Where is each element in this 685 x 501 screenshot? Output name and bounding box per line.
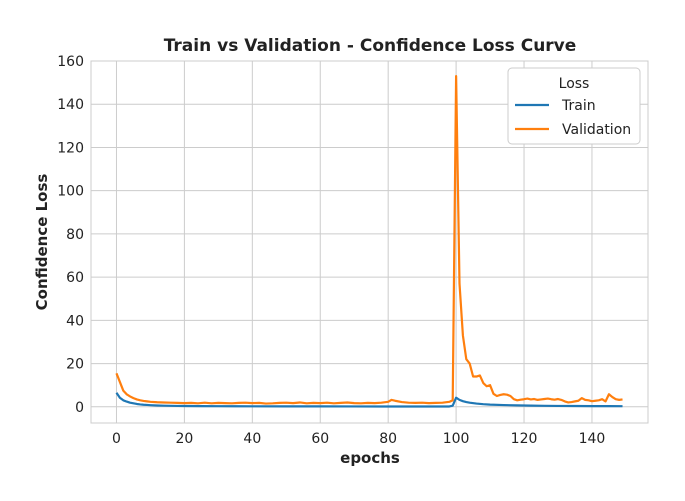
legend: Loss Train Validation (507, 67, 641, 145)
x-tick-label: 80 (379, 431, 397, 447)
y-tick-label: 40 (66, 313, 84, 329)
x-tick-label: 140 (579, 431, 606, 447)
legend-box (507, 67, 641, 145)
y-tick-label: 20 (66, 357, 84, 373)
series-lines (115, 75, 623, 408)
y-tick-label: 160 (57, 54, 84, 70)
chart-title: Train vs Validation - Confidence Loss Cu… (164, 36, 577, 56)
y-tick-label: 100 (57, 184, 84, 200)
x-tick-label: 20 (175, 431, 193, 447)
x-tick-label: 120 (511, 431, 538, 447)
y-tick-label: 120 (57, 140, 84, 156)
series-line-train (115, 392, 623, 408)
legend-label-train: Train (561, 98, 596, 114)
legend-title: Loss (559, 76, 590, 92)
legend-label-validation: Validation (562, 122, 631, 138)
x-tick-label: 0 (112, 431, 121, 447)
x-tick-label: 40 (243, 431, 261, 447)
x-tick-label: 60 (311, 431, 329, 447)
x-tick-label: 100 (443, 431, 470, 447)
y-ticks: 0 20 40 60 80 100 120 140 160 (57, 54, 84, 416)
series-line-validation (115, 75, 623, 405)
y-tick-label: 0 (75, 400, 84, 416)
y-tick-label: 140 (57, 97, 84, 113)
y-axis-label: Confidence Loss (33, 174, 51, 311)
y-tick-label: 80 (66, 227, 84, 243)
y-tick-label: 60 (66, 270, 84, 286)
x-ticks: 0 20 40 60 80 100 120 140 (112, 431, 605, 447)
x-axis-label: epochs (340, 449, 400, 467)
